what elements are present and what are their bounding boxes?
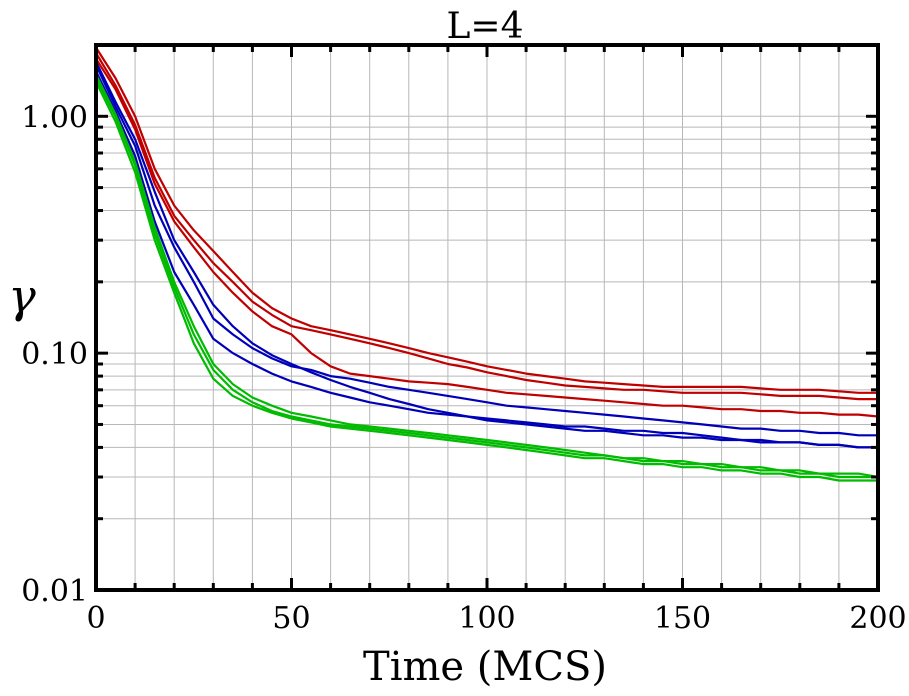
series-lines [95, 47, 879, 482]
series-line-red-2 [95, 52, 878, 401]
tick-labels: 0 50 100 150 200 0.01 0.10 1.00 [21, 100, 906, 636]
y-tick-label: 1.00 [21, 100, 88, 135]
series-line-red-3 [95, 58, 879, 418]
series-line-blue-6 [95, 61, 878, 449]
y-tick-label: 0.10 [21, 337, 88, 372]
series-line-green-8 [95, 81, 878, 482]
series-line-red-1 [95, 47, 878, 394]
x-tick-label: 50 [272, 601, 310, 636]
x-tick-label: 100 [458, 601, 515, 636]
x-tick-label: 200 [849, 601, 906, 636]
y-axis-label: γ [8, 269, 36, 323]
chart-title: L=4 [447, 6, 524, 47]
x-tick-label: 0 [86, 601, 105, 636]
x-tick-label: 150 [654, 601, 711, 636]
series-line-green-9 [95, 74, 879, 479]
series-line-blue-4 [95, 64, 878, 437]
x-axis-label: Time (MCS) [363, 644, 607, 690]
y-tick-label: 0.01 [21, 574, 88, 609]
axis-ticks [94, 43, 880, 592]
